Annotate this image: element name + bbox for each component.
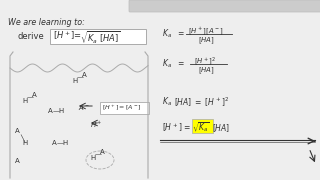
Text: $[H^+]$: $[H^+]$ [53,30,75,42]
Text: $[HA]\ =\ [H^+]^2$: $[HA]\ =\ [H^+]^2$ [174,96,229,109]
Text: —: — [53,108,60,114]
Text: A: A [100,149,105,155]
Text: —: — [57,140,64,146]
Text: $K_a$: $K_a$ [162,58,172,71]
Text: $[H^+] = [A^-]$: $[H^+] = [A^-]$ [102,104,142,113]
FancyBboxPatch shape [191,118,212,132]
Text: $[HA]$: $[HA]$ [198,65,215,75]
Text: H: H [72,78,77,84]
Text: $[HA]$: $[HA]$ [198,35,215,46]
Text: $=$: $=$ [176,28,185,37]
FancyBboxPatch shape [129,0,320,12]
Text: $[H^+]$: $[H^+]$ [162,122,182,134]
Text: $\sqrt{K_a\ [HA]}$: $\sqrt{K_a\ [HA]}$ [80,30,121,46]
Text: We are learning to:: We are learning to: [8,18,85,27]
Text: ╲: ╲ [20,135,24,143]
Text: A: A [32,92,37,98]
FancyBboxPatch shape [50,28,146,44]
Text: A: A [52,140,57,146]
Text: $K_a$: $K_a$ [162,96,172,109]
Text: A: A [82,72,87,78]
Text: H: H [22,98,27,104]
Text: $\sqrt{K_a}$: $\sqrt{K_a}$ [192,121,210,134]
Text: derive: derive [18,32,45,41]
Text: —: — [95,151,102,157]
Text: $=$: $=$ [72,30,82,39]
Text: H: H [22,140,27,146]
Text: H: H [90,155,95,161]
Text: $[H^+][A^-]$: $[H^+][A^-]$ [188,25,224,37]
FancyBboxPatch shape [100,102,148,114]
Text: $H^+$: $H^+$ [90,120,102,130]
Text: $[HA]$: $[HA]$ [212,122,230,134]
Text: A: A [15,128,20,134]
Text: H: H [62,140,67,146]
Text: A: A [48,108,53,114]
Text: —: — [77,74,84,80]
Text: $=$: $=$ [176,58,185,67]
Text: $A^-$: $A^-$ [78,103,90,112]
Text: $K_a$: $K_a$ [162,28,172,40]
Text: $[H^+]^2$: $[H^+]^2$ [194,55,216,68]
Text: —: — [27,94,34,100]
Text: $=$: $=$ [182,122,191,131]
Text: A: A [15,158,20,164]
Text: H: H [58,108,63,114]
